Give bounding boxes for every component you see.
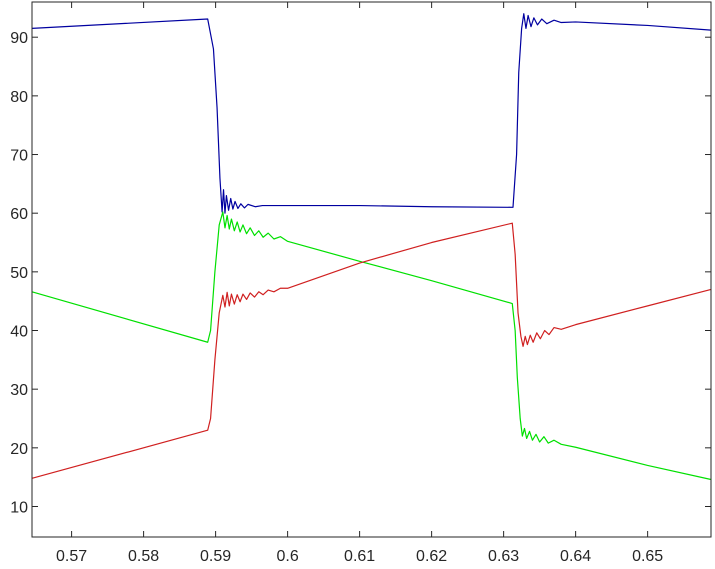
y-tick-label: 70 <box>10 148 28 165</box>
plot-frame <box>31 1 712 538</box>
series-line-1 <box>31 13 712 214</box>
y-tick-label: 80 <box>10 89 28 106</box>
x-tick-label: 0.6 <box>276 548 298 565</box>
y-tick-label: 50 <box>10 265 28 282</box>
y-tick-label: 90 <box>10 30 28 47</box>
y-tick-label: 20 <box>10 441 28 458</box>
y-tick-label: 10 <box>10 499 28 516</box>
x-tick-label: 0.63 <box>488 548 519 565</box>
x-tick-label: 0.65 <box>632 548 663 565</box>
axis-layer: 0.57 0.58 0.59 0.6 0.61 0.62 0.63 0.64 0.65 10 20 3… <box>10 2 711 565</box>
x-tick-label: 0.58 <box>128 548 159 565</box>
x-tick-label: 0.57 <box>56 548 87 565</box>
series-layer <box>31 13 712 481</box>
series-line-2 <box>31 211 712 481</box>
x-tick-label: 0.64 <box>560 548 591 565</box>
series-line-3 <box>31 222 712 479</box>
x-tick-label: 0.59 <box>200 548 231 565</box>
y-tick-label: 30 <box>10 382 28 399</box>
y-tick-label: 40 <box>10 324 28 341</box>
x-tick-label: 0.62 <box>416 548 447 565</box>
y-tick-label: 60 <box>10 206 28 223</box>
x-tick-label: 0.61 <box>344 548 375 565</box>
